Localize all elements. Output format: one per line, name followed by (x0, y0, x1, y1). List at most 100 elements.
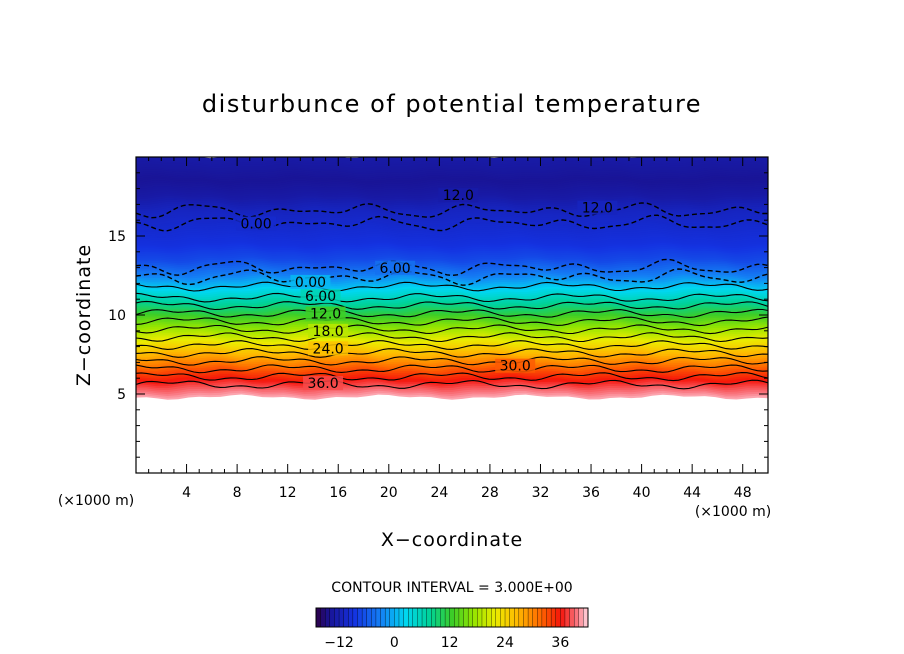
contour-line (136, 364, 768, 374)
colorbar-cell (389, 607, 395, 628)
field-band (136, 387, 768, 396)
contour-line (136, 268, 768, 286)
contour-line (136, 292, 768, 303)
x-tick-label: 16 (329, 485, 347, 501)
field-band (136, 287, 768, 296)
colorbar-cell (384, 607, 391, 628)
y-tick-labels: 5 10 15 (108, 229, 126, 403)
field-band (136, 386, 768, 395)
colorbar-tick-label: 36 (551, 635, 569, 651)
contour-labels: 36.030.024.018.012.06.000.006.0012.012.0… (236, 188, 618, 392)
field-band (136, 310, 768, 318)
contour-label-bg (303, 376, 344, 391)
contour-label: 24.0 (313, 341, 344, 357)
field-band (136, 253, 768, 262)
colorbar-cell (348, 607, 354, 628)
contour-line (136, 372, 768, 382)
x-tick-label: 12 (279, 485, 297, 501)
contour-label: 6.00 (305, 289, 336, 305)
colorbar-cell (481, 607, 488, 628)
contour-line (136, 258, 768, 277)
axis-ticks (136, 157, 768, 473)
field-band (136, 331, 768, 339)
colorbar-cell (532, 607, 538, 628)
colorbar-cell (435, 607, 441, 628)
contour-line (136, 214, 768, 232)
colorbar-cell (518, 607, 524, 628)
field-band (136, 365, 768, 374)
colorbar-cell (564, 607, 571, 628)
y-axis-unit: (×1000 m) (58, 493, 134, 509)
field-band (136, 350, 768, 359)
x-tick-label: 4 (182, 485, 191, 501)
y-tick-label: 15 (108, 229, 126, 245)
y-tick-label: 5 (117, 387, 126, 403)
colorbar-cell (371, 607, 377, 628)
field-band (136, 277, 768, 286)
x-tick-label: 36 (582, 485, 600, 501)
field-band (136, 276, 768, 285)
field-band (136, 382, 768, 391)
colorbar-cell (472, 607, 478, 628)
colorbar-cell (408, 607, 414, 628)
field-band (136, 378, 768, 387)
colorbar-cell (578, 607, 584, 628)
field-band (136, 249, 768, 258)
contour-label-bg (495, 358, 536, 373)
contour-label: 6.00 (380, 261, 411, 277)
contour-label-bg (305, 306, 346, 321)
contour-line (136, 300, 768, 311)
colorbar-cell (523, 607, 529, 628)
contour-label: 36.0 (307, 376, 338, 392)
field-band (136, 243, 768, 252)
colorbar-cell (352, 607, 358, 628)
field-band (136, 255, 768, 264)
colorbar-tick-label: 0 (390, 635, 399, 651)
colorbar-cell (417, 607, 423, 628)
contour-line (136, 324, 768, 335)
colorbar-cell (440, 607, 446, 628)
field-band (136, 348, 768, 357)
field-band (136, 236, 768, 245)
colorbar-cell (509, 607, 515, 628)
colorbar-cell (334, 607, 340, 628)
contour-interval-caption: CONTOUR INTERVAL = 3.000E+00 (331, 580, 572, 596)
x-tick-label: 24 (430, 485, 448, 501)
contour-label: 30.0 (500, 359, 531, 375)
contour-line (136, 316, 768, 327)
colorbar-cell (495, 607, 501, 628)
chart-title: disturbunce of potential temperature (202, 90, 702, 118)
field-band (136, 291, 768, 300)
contour-line (136, 202, 768, 219)
x-axis-unit: (×1000 m) (695, 504, 771, 520)
colorbar-cell (527, 607, 534, 628)
contour-line (136, 308, 768, 318)
contour-label-bg (308, 341, 349, 356)
x-tick-label: 20 (380, 485, 398, 501)
x-tick-label: 48 (734, 485, 752, 501)
colorbar-cell (366, 607, 372, 628)
field-band (136, 238, 768, 247)
x-tick-label: 40 (633, 485, 651, 501)
field-band (154, 157, 768, 161)
colorbar-cell (412, 607, 418, 628)
x-tick-label: 28 (481, 485, 499, 501)
colorbar-cell (467, 607, 474, 628)
colorbar-cell (426, 607, 432, 628)
colorbar-cell (550, 607, 557, 628)
colorbar-cell (560, 607, 566, 628)
field-band (136, 259, 768, 268)
field-band (136, 240, 768, 249)
contour-line (136, 356, 768, 366)
field-band (136, 314, 768, 322)
colorbar-cell (555, 607, 561, 628)
field-band (136, 359, 768, 368)
field-band (136, 344, 768, 353)
field-band (136, 241, 768, 250)
contour-label: 18.0 (313, 324, 344, 340)
contour-label-bg (300, 289, 341, 304)
colorbar-cell (315, 607, 322, 628)
colorbar-cell (504, 607, 511, 628)
colorbar-cell (398, 607, 405, 628)
colorbar-frame (315, 607, 589, 628)
